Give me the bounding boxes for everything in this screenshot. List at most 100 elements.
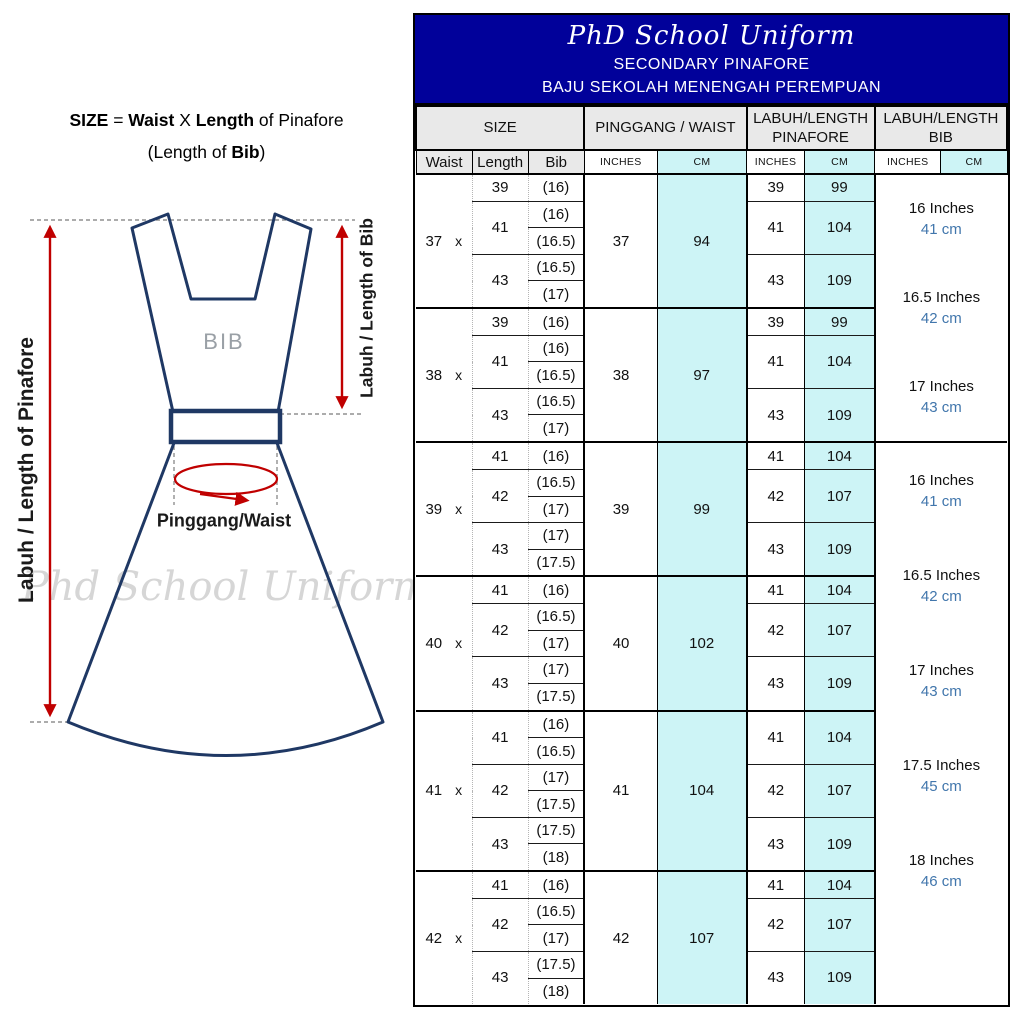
cell-size-waist: 42 x — [416, 870, 473, 1004]
cell-pinafore-cm: 107 — [804, 603, 876, 657]
table-row: (16.5) — [416, 737, 1007, 765]
table-row: 39 x 41 (16) 39 99 41 104 16 Inches 41 cm 16.5 Inc… — [416, 441, 1007, 1004]
table-row: 43 (17) 43 109 — [416, 656, 1007, 711]
cell-size-bib: (17) — [528, 280, 586, 309]
cell-size-length: 42 — [472, 763, 529, 818]
cell-size-length: 42 — [472, 603, 529, 657]
cell-pinafore-inches: 43 — [746, 656, 806, 711]
cell-pinafore-cm: 109 — [804, 387, 876, 443]
group-header-row: SIZE PINGGANG / WAIST LABUH/LENGTH PINAF… — [414, 105, 1009, 151]
bib-length-entry: 17.5 Inches 45 cm — [902, 757, 981, 796]
cell-size-bib: (16.5) — [528, 253, 586, 281]
cell-pinafore-inches: 42 — [746, 763, 806, 818]
cell-pinafore-cm: 107 — [804, 763, 876, 818]
cell-bib-lengths: 16 Inches 41 cm 16.5 Inches 42 cm 17 Inches 4… — [875, 174, 1007, 442]
cell-size-bib: (16) — [528, 441, 586, 470]
cell-size-length: 41 — [472, 334, 529, 389]
table-row: (17) — [416, 924, 1007, 952]
group-header-bib-length: LABUH/LENGTH BIB — [873, 105, 1009, 151]
watermark-text: Phd School Uniform — [21, 564, 431, 610]
cell-pinafore-cm: 99 — [804, 307, 876, 336]
subheader-row: Waist Length Bib INCHES CM INCHES CM INC… — [415, 149, 1008, 175]
table-row: (18) — [416, 843, 1007, 872]
cell-size-bib: (16.5) — [528, 361, 586, 389]
subheader-bib-inches: INCHES — [874, 149, 942, 175]
table-row: 43 (17) 43 109 — [416, 522, 1007, 577]
cell-bib-lengths: 16 Inches 41 cm 16.5 Inches 42 cm 17 Inches 4… — [874, 441, 1007, 1004]
table-row: (17) — [416, 414, 1007, 443]
cell-size-bib: (17) — [528, 414, 586, 443]
cell-waist-cm: 99 — [657, 441, 748, 577]
size-chart-table: SIZE PINGGANG / WAIST LABUH/LENGTH PINAF… — [414, 105, 1009, 1004]
waist-ellipse-arrow — [199, 491, 250, 506]
cell-pinafore-cm: 104 — [804, 575, 876, 604]
cell-size-bib: (17) — [528, 495, 586, 523]
cell-pinafore-cm: 104 — [804, 441, 876, 470]
table-row: 37 x 39 (16) 37 94 39 99 16 Inches 41 cm 16.5 Inch… — [416, 174, 1007, 416]
cell-pinafore-inches: 43 — [746, 387, 806, 443]
table-row: (17.5) — [416, 682, 1007, 711]
cell-pinafore-inches: 39 — [746, 174, 806, 202]
waist-label: Pinggang/Waist — [156, 510, 292, 531]
table-row: 43 (17.5) 43 109 — [416, 950, 1007, 1004]
subheader-waist-cm: CM — [656, 149, 748, 175]
bib-length-entry: 17 Inches 43 cm — [908, 662, 974, 701]
cell-size-bib: (16) — [528, 575, 586, 604]
cell-size-length: 41 — [472, 200, 529, 255]
cell-pinafore-cm: 109 — [804, 816, 876, 872]
cell-size-bib: (16) — [528, 174, 586, 202]
subheader-waist-inches: INCHES — [583, 149, 658, 175]
table-row: 42 (17) 42 107 — [416, 763, 1007, 818]
waistband — [168, 408, 283, 445]
cell-waist-cm: 97 — [657, 307, 748, 443]
cell-size-bib: (16.5) — [528, 737, 586, 765]
table-row: (16.5) — [416, 361, 1007, 389]
cell-waist-inches: 42 — [584, 870, 658, 1004]
bib-length-entry: 16.5 Inches 42 cm — [902, 566, 981, 605]
cell-pinafore-inches: 41 — [746, 200, 806, 255]
cell-size-bib: (16.5) — [528, 469, 586, 497]
cell-pinafore-inches: 43 — [746, 950, 806, 1004]
table-row: 41 x 41 (16) 41 104 41 104 — [416, 709, 1007, 872]
cell-size-waist: 38 x — [416, 307, 473, 443]
subheader-bib-cm: CM — [940, 149, 1008, 175]
cell-size-length: 41 — [472, 870, 529, 899]
cell-size-bib: (18) — [528, 843, 586, 872]
cell-size-length: 43 — [472, 253, 529, 309]
cell-pinafore-cm: 104 — [804, 200, 876, 255]
table-row: 42 (16.5) 42 107 — [416, 603, 1007, 657]
subheader-length: Length — [471, 149, 529, 175]
table-row: 40 x 41 (16) 40 102 41 104 — [416, 575, 1007, 711]
size-formula-line-1: SIZE = Waist X Length of Pinafore — [69, 110, 344, 130]
cell-pinafore-cm: 104 — [804, 870, 876, 899]
bib-length-entry: 16 Inches 41 cm — [908, 200, 974, 239]
subheader-waist: Waist — [415, 149, 473, 175]
cell-waist-inches: 37 — [584, 174, 658, 309]
cell-waist-inches: 41 — [584, 709, 658, 872]
skirt-outline — [66, 442, 385, 757]
table-row: 43 (17.5) 43 109 — [416, 816, 1007, 872]
cell-size-bib: (16) — [528, 307, 586, 336]
cell-pinafore-cm: 109 — [804, 950, 876, 1004]
cell-size-bib: (16) — [528, 870, 586, 899]
pinafore-diagram — [30, 212, 385, 757]
cell-waist-cm: 104 — [657, 709, 748, 872]
cell-pinafore-inches: 43 — [746, 816, 806, 872]
length-of-bib-label: Labuh / Length of Bib — [356, 218, 377, 398]
cell-size-length: 43 — [472, 522, 529, 577]
cell-size-length: 41 — [472, 709, 529, 765]
cell-waist-cm: 107 — [657, 870, 748, 1004]
cell-size-length: 39 — [472, 174, 529, 202]
table-row: 41 (16) 41 104 — [416, 200, 1007, 255]
cell-pinafore-cm: 107 — [804, 897, 876, 952]
table-row: 41 (16) 41 104 — [416, 334, 1007, 389]
group-header-waist: PINGGANG / WAIST — [583, 105, 748, 151]
cell-pinafore-inches: 41 — [746, 870, 806, 899]
cell-size-bib: (16.5) — [528, 897, 586, 925]
bib-length-entry: 16.5 Inches 42 cm — [902, 289, 981, 328]
subtitle-malay: BAJU SEKOLAH MENENGAH PEREMPUAN — [541, 79, 882, 96]
subheader-pinafore-inches: INCHES — [745, 149, 806, 175]
cell-size-bib: (17.5) — [528, 548, 586, 577]
size-table-body: 37 x 39 (16) 37 94 39 99 16 Inches 41 cm 16.5 Inch… — [416, 174, 1007, 1004]
